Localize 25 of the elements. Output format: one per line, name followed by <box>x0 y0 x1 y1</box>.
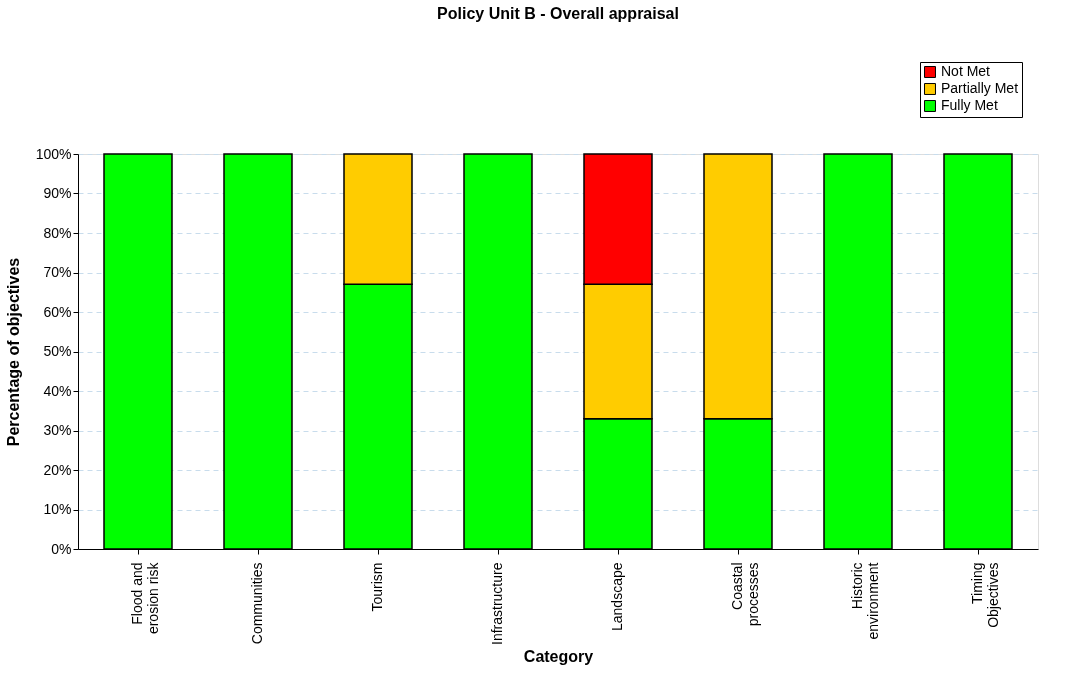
y-tick-label: 50% <box>43 343 72 359</box>
y-tick-label: 0% <box>51 540 72 557</box>
y-tick-label: 80% <box>43 224 72 241</box>
y-tick-label: 100% <box>35 145 72 162</box>
y-tick-label: 60% <box>43 303 72 320</box>
legend-label: Partially Met <box>941 80 1019 96</box>
x-axis-title: Category <box>523 647 594 665</box>
y-tick-label: 20% <box>43 461 72 478</box>
legend-label: Fully Met <box>941 97 998 113</box>
y-tick-label: 10% <box>43 501 72 517</box>
y-tick-label: 70% <box>43 264 72 280</box>
y-tick-label: 30% <box>43 422 72 438</box>
x-tick-label: Coastal processes <box>729 562 761 627</box>
x-tick-label: Flood and erosion risk <box>129 561 161 635</box>
chart-title: Policy Unit B - Overall appraisal <box>437 4 679 22</box>
y-tick-label: 40% <box>43 382 72 399</box>
x-tick-label: Landscape <box>609 562 625 632</box>
x-tick-label: Historic environment <box>849 562 881 640</box>
y-tick-label: 90% <box>43 185 72 201</box>
legend-label: Not Met <box>941 63 991 79</box>
x-tick-label: Communities <box>249 562 265 645</box>
x-tick-label: Timing Objectives <box>969 562 1001 628</box>
x-tick-label: Tourism <box>369 562 385 612</box>
x-tick-label: Infrastructure <box>489 562 505 645</box>
y-axis-title: Percentage of objectives <box>4 257 22 447</box>
